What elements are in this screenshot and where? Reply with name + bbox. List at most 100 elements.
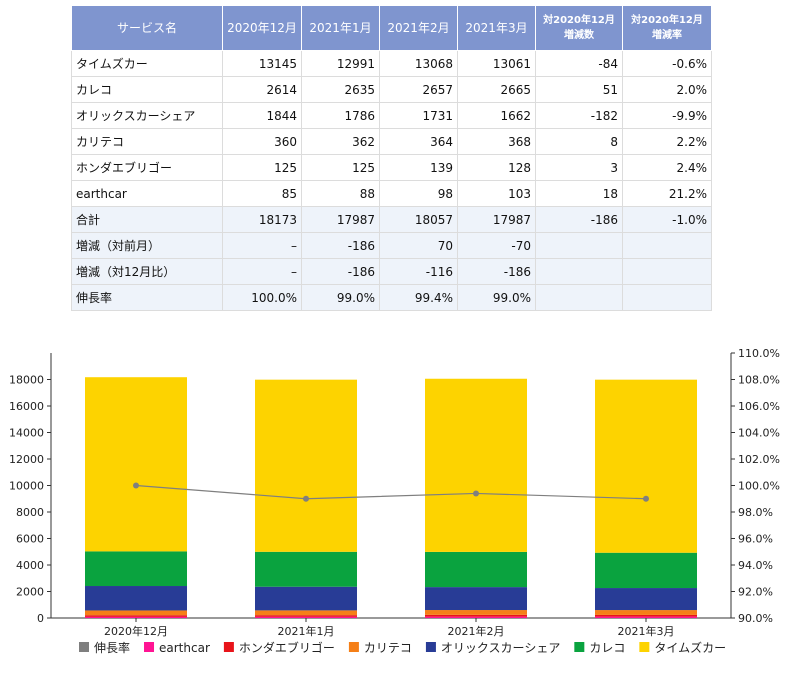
table-cell — [622, 258, 712, 285]
table-cell: – — [222, 258, 302, 285]
column-header: 対2020年12月 増減率 — [622, 5, 712, 51]
carshare-table: サービス名 2020年12月 2021年1月 2021年2月 2021年3月 対2020年… — [71, 5, 712, 311]
table-cell: -116 — [379, 258, 458, 285]
legend-label: 伸長率 — [94, 640, 130, 655]
row-label: earthcar — [71, 180, 223, 207]
y2-tick-label: 90.0% — [738, 612, 773, 625]
bar-segment — [255, 610, 357, 616]
y-tick-label: 0 — [37, 612, 44, 625]
bar-segment — [255, 616, 357, 618]
table-cell: 2.2% — [622, 128, 712, 155]
bar-segment — [255, 379, 357, 552]
table-cell: 18 — [535, 180, 623, 207]
column-header: 2020年12月 — [222, 5, 302, 51]
table-cell: 13068 — [379, 50, 458, 77]
chart-bars — [85, 377, 697, 618]
legend-swatch — [425, 642, 436, 652]
y2-tick-label: 94.0% — [738, 559, 773, 572]
y-tick-label: 6000 — [16, 533, 44, 546]
legend-item: タイムズカー — [639, 640, 726, 655]
y-tick-label: 4000 — [16, 559, 44, 572]
table-cell: -186 — [301, 232, 380, 259]
bar-segment — [85, 586, 187, 611]
table-cell: 21.2% — [622, 180, 712, 207]
bar-segment — [425, 551, 527, 588]
y2-tick-label: 96.0% — [738, 533, 773, 546]
y2-tick-label: 102.0% — [738, 453, 780, 466]
bar-segment — [595, 610, 697, 615]
table-row: タイムズカー 13145 12991 13068 13061 -84 -0.6% — [71, 50, 712, 77]
bar-segment — [425, 378, 527, 552]
x-tick-label: 2021年3月 — [618, 624, 675, 638]
table-cell: -186 — [535, 206, 623, 233]
table-cell: -1.0% — [622, 206, 712, 233]
y-tick-label: 2000 — [16, 586, 44, 599]
bar-segment — [85, 615, 187, 617]
legend-item: ホンダエブリゴー — [223, 640, 335, 655]
table-cell: 8 — [535, 128, 623, 155]
row-label: カレコ — [71, 76, 223, 103]
legend-label: タイムズカー — [654, 640, 726, 655]
x-tick-label: 2020年12月 — [104, 624, 168, 638]
table-cell: 12991 — [301, 50, 380, 77]
y2-tick-label: 110.0% — [738, 347, 780, 360]
row-label: ホンダエブリゴー — [71, 154, 223, 181]
legend-swatch — [574, 642, 585, 652]
table-cell: 125 — [301, 154, 380, 181]
x-tick-label: 2021年1月 — [278, 624, 335, 638]
chart-legend: 伸長率 earthcar ホンダエブリゴー カリテコ オリックスカーシェア カレコ タイムズ… — [79, 640, 726, 655]
stacked-bar-chart: 0 2000 4000 6000 8000 10000 12000 14000 16000 180… — [9, 347, 780, 655]
table-cell: 70 — [379, 232, 458, 259]
table-row: earthcar 85 88 98 103 18 21.2% — [71, 180, 712, 207]
table-cell — [535, 284, 623, 311]
table-cell: 2614 — [222, 76, 302, 103]
table-row: 増減（対12月比） – -186 -116 -186 — [71, 258, 712, 285]
bar-segment — [255, 615, 357, 617]
table-body: タイムズカー 13145 12991 13068 13061 -84 -0.6% カレコ 261… — [71, 50, 712, 311]
y2-tick-label: 98.0% — [738, 506, 773, 519]
column-header: 対2020年12月 増減数 — [535, 5, 623, 51]
table-cell: 98 — [379, 180, 458, 207]
legend-label: カリテコ — [364, 641, 412, 655]
table-cell: -84 — [535, 50, 623, 77]
bar-segment — [595, 588, 697, 611]
y2-tick-label: 100.0% — [738, 480, 780, 493]
table-cell: 85 — [222, 180, 302, 207]
legend-swatch — [348, 642, 359, 652]
y2-tick-label: 92.0% — [738, 586, 773, 599]
table-cell: 13145 — [222, 50, 302, 77]
table-cell: -186 — [457, 258, 536, 285]
legend-item: オリックスカーシェア — [425, 641, 560, 655]
table-row: カレコ 2614 2635 2657 2665 51 2.0% — [71, 76, 712, 103]
table-header-row: サービス名 2020年12月 2021年1月 2021年2月 2021年3月 対2020年… — [71, 5, 712, 51]
chart-axes: 0 2000 4000 6000 8000 10000 12000 14000 16000 180… — [9, 347, 780, 638]
bar-segment — [255, 551, 357, 587]
bar-segment — [425, 614, 527, 617]
table-cell — [535, 232, 623, 259]
bar-segment — [425, 616, 527, 618]
bar-segment — [85, 610, 187, 616]
table-row: 伸長率 100.0% 99.0% 99.4% 99.0% — [71, 284, 712, 311]
table-cell: 360 — [222, 128, 302, 155]
legend-label: カレコ — [589, 641, 625, 655]
growth-line-path — [135, 484, 647, 500]
legend-swatch — [144, 642, 155, 652]
bar-segment — [425, 610, 527, 615]
legend-swatch — [223, 642, 234, 652]
y-tick-label: 10000 — [9, 480, 44, 493]
table-cell: 51 — [535, 76, 623, 103]
legend-swatch — [79, 642, 89, 652]
legend-item: カリテコ — [348, 641, 412, 655]
growth-point — [303, 495, 309, 502]
legend-label: オリックスカーシェア — [441, 641, 560, 655]
legend-swatch — [639, 642, 650, 652]
table-cell: 88 — [301, 180, 380, 207]
table-cell: 139 — [379, 154, 458, 181]
table-cell: 13061 — [457, 50, 536, 77]
column-header-line: 増減数 — [564, 30, 594, 41]
legend-item: earthcar — [144, 641, 210, 655]
table-cell: 364 — [379, 128, 458, 155]
y-tick-label: 14000 — [9, 427, 44, 440]
y-tick-label: 8000 — [16, 506, 44, 519]
growth-point — [473, 490, 479, 497]
